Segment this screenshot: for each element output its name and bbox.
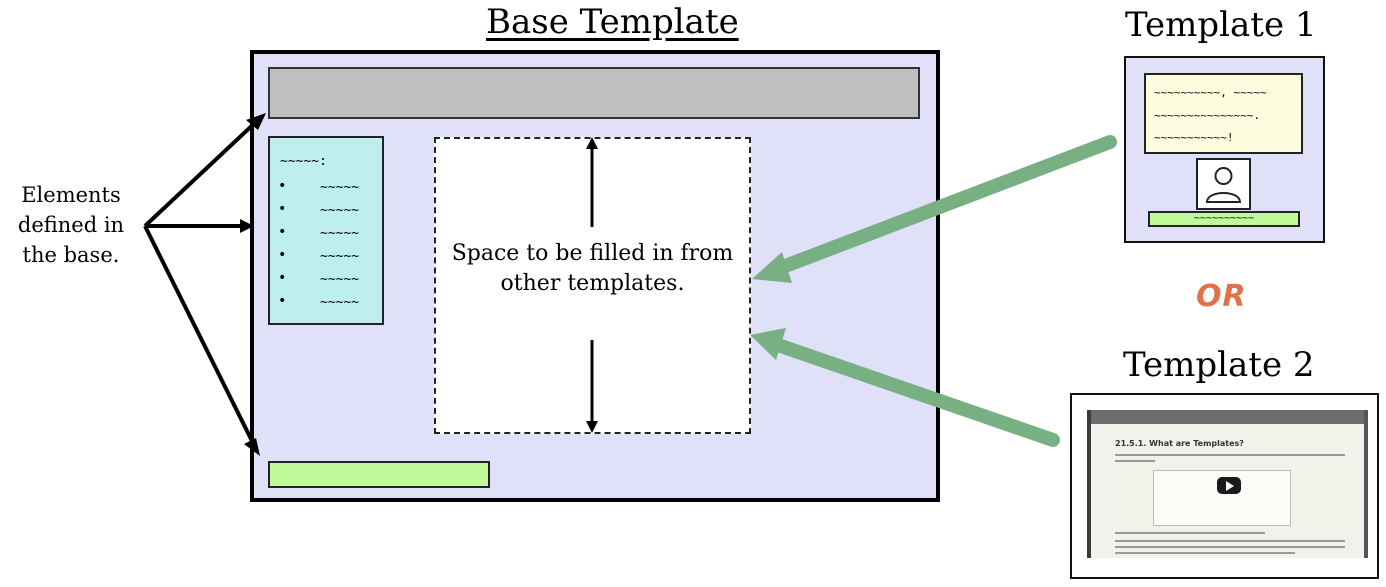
content-placeholder-text: Space to be filled in from other templat… [451, 241, 734, 296]
sidebar-heading: ~~~~~: [280, 154, 327, 169]
base-template-title: Base Template [486, 2, 739, 42]
elements-defined-label: Elements defined in the base. [17, 183, 125, 267]
arrow-to-footer [143, 225, 257, 448]
base-element-arrows [143, 118, 260, 448]
arrow-to-header [143, 118, 260, 228]
or-label: OR [1196, 279, 1247, 314]
play-triangle [1226, 481, 1234, 491]
video-heading: 21.5.1. What are Templates? [1115, 439, 1244, 448]
template-1-title: Template 1 [1125, 5, 1317, 45]
arrow-template-1 [773, 135, 1117, 275]
green-arrows [750, 135, 1117, 447]
arrow-template-2 [771, 338, 1060, 447]
template-2-title: Template 2 [1123, 345, 1315, 385]
user-avatar-icon [1196, 158, 1251, 210]
message-line: ~~~~~~~~~~~~~~~. [1154, 109, 1260, 122]
base-sidebar-block: ~~~~~: • ~~~~~ • ~~~~~ • ~~~~~ • ~~~~~ • ~~~~… [268, 136, 384, 325]
arrow-up-head [586, 137, 598, 149]
template-1-message-box: ~~~~~~~~~~, ~~~~~ ~~~~~~~~~~~~~~~. ~~~~~… [1144, 73, 1303, 154]
video-title-bar [1091, 410, 1364, 424]
base-header-block [268, 67, 920, 119]
template-2-video-thumbnail: 21.5.1. What are Templates? [1087, 410, 1368, 558]
base-footer-block [268, 461, 490, 488]
template-1-footer-block: ~~~~~~~~~~ [1148, 211, 1300, 227]
arrow-down-head [586, 421, 598, 433]
message-line: ~~~~~~~~~~, ~~~~~ [1154, 86, 1267, 99]
message-line: ~~~~~~~~~~~! [1154, 131, 1234, 144]
